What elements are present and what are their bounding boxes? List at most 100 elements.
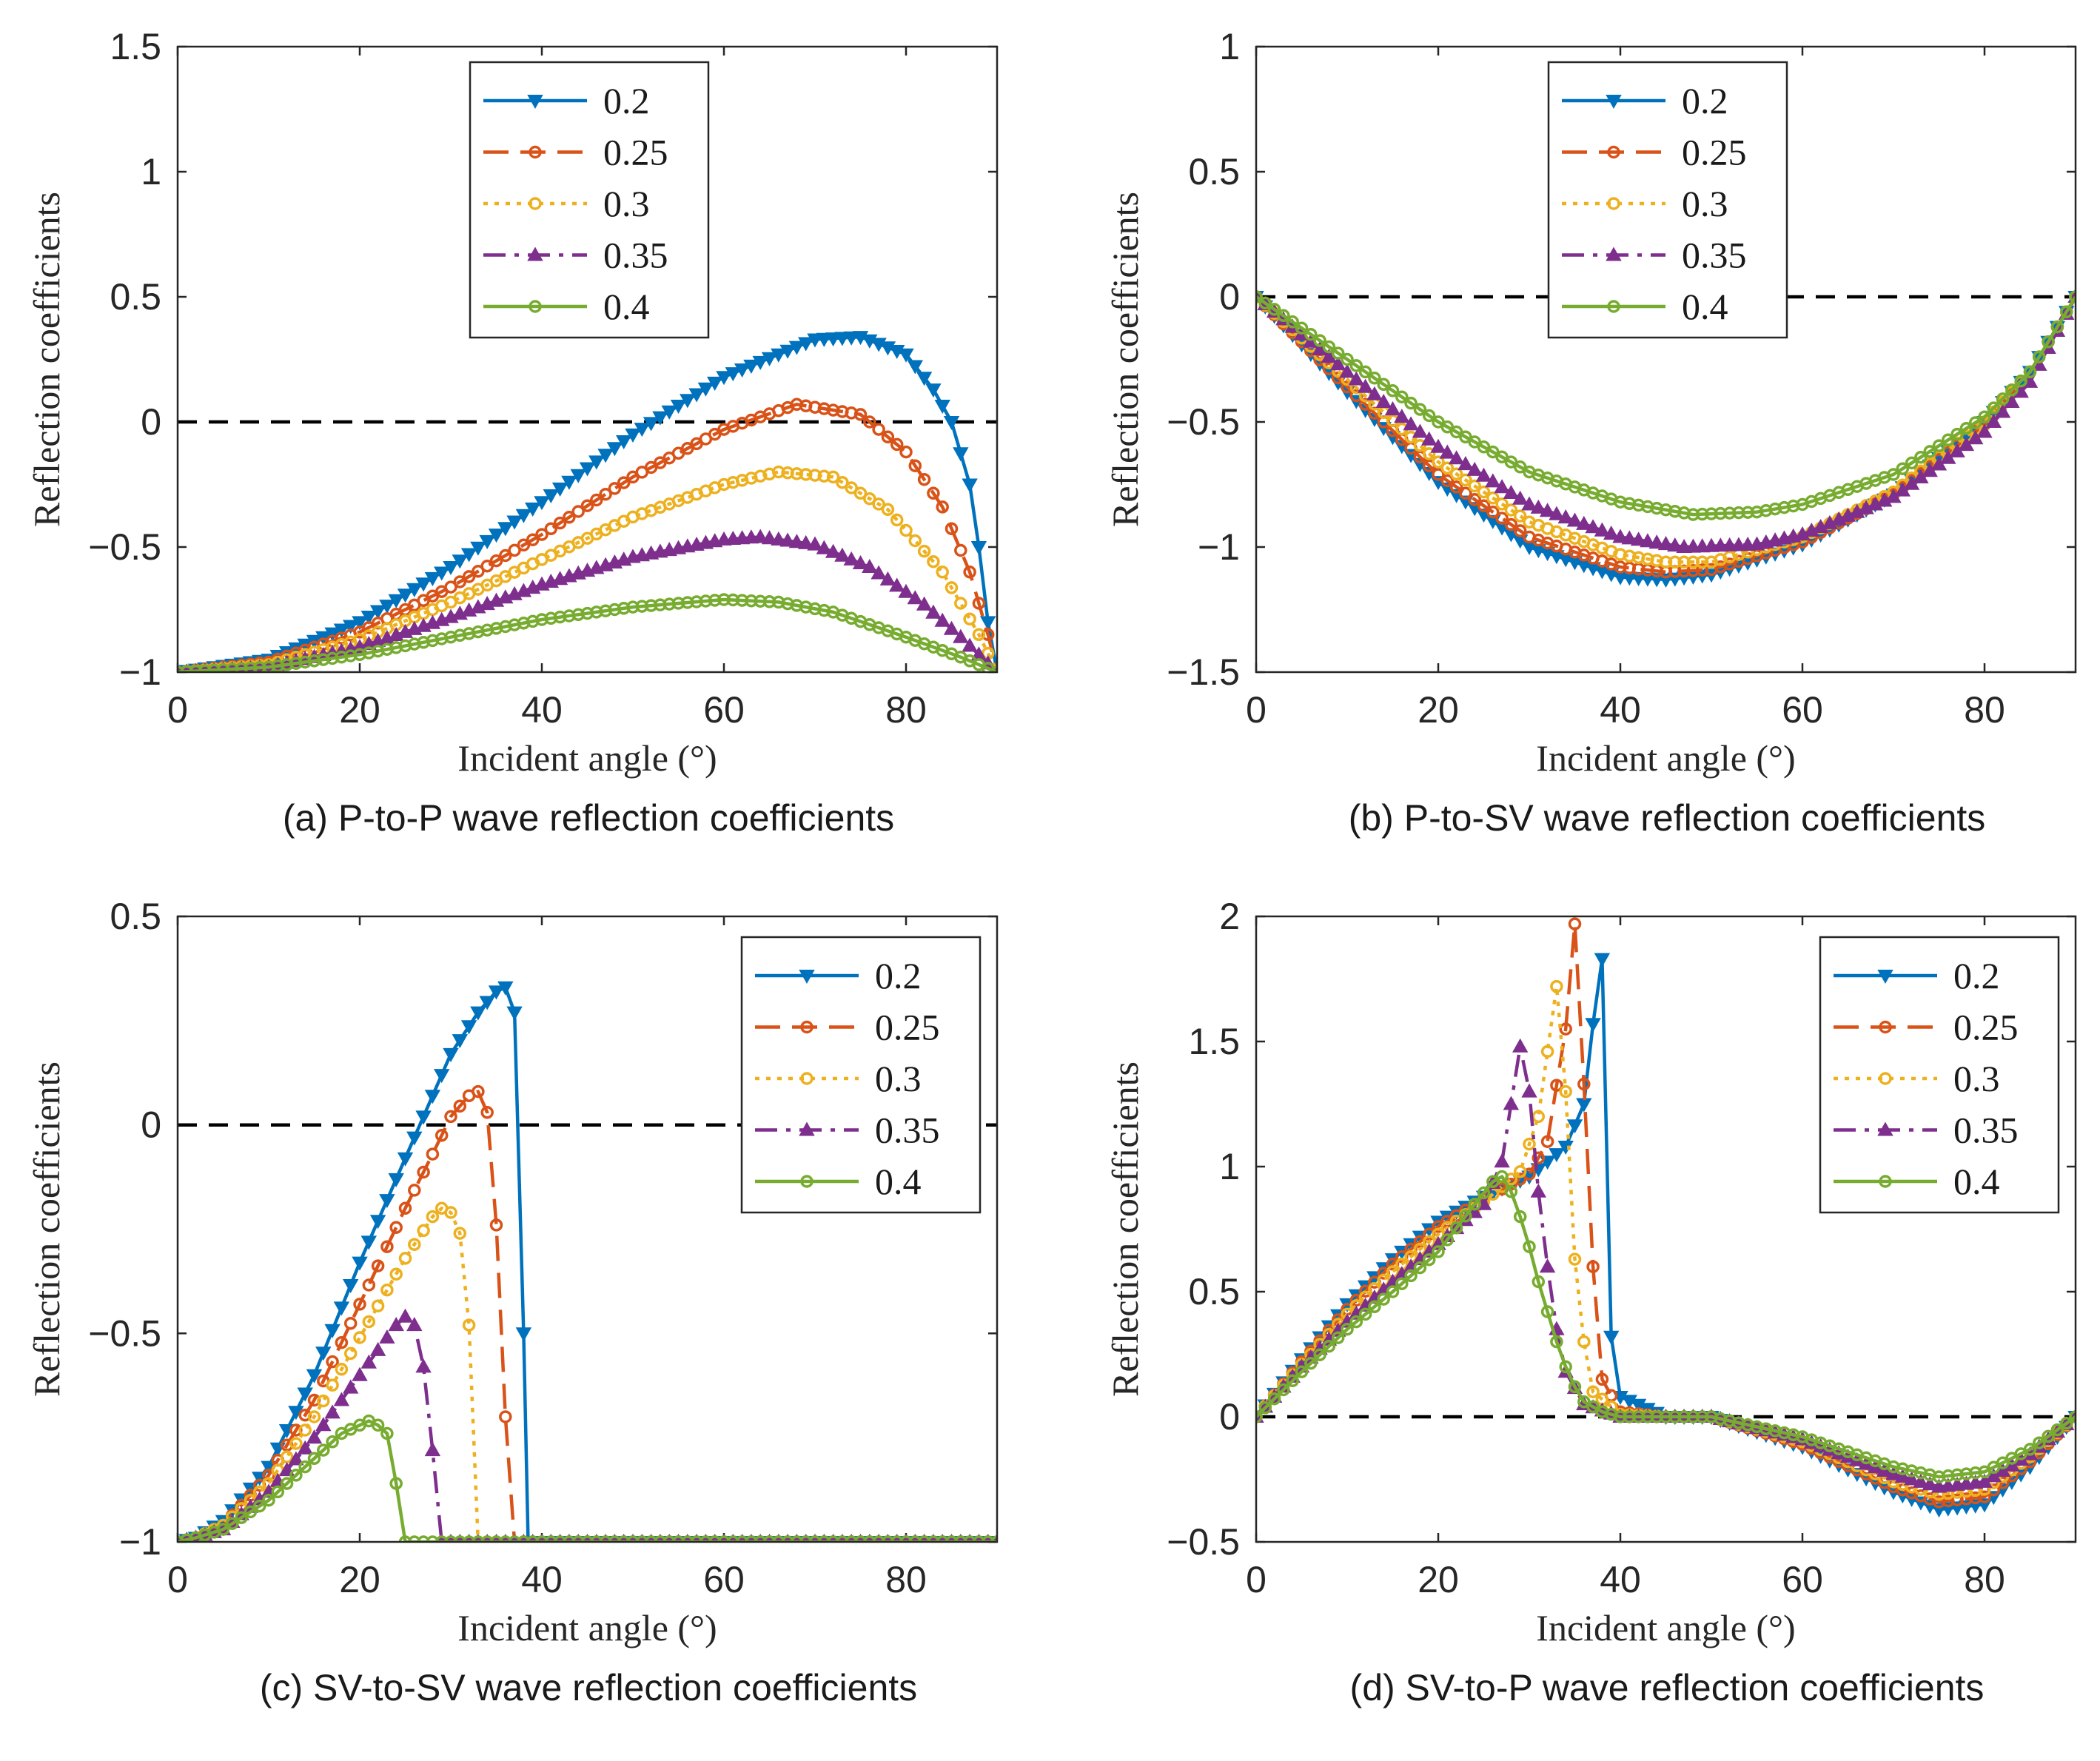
series-point-0.25 <box>472 1084 485 1098</box>
series-point-0.4 <box>872 1535 885 1542</box>
series-point-0.4 <box>2050 320 2064 334</box>
series-point-0.2 <box>342 620 359 634</box>
series-point-0.3 <box>1459 473 1472 487</box>
legend-label: 0.2 <box>1953 955 2000 996</box>
legend-marker-0.3 <box>800 1072 814 1085</box>
series-point-0.3 <box>881 503 895 517</box>
legend-marker-0.4 <box>1607 300 1620 313</box>
axes-box <box>1255 915 2077 1543</box>
series-point-0.3 <box>945 581 959 594</box>
series-line-0.3 <box>178 1207 997 1542</box>
series-point-0.35 <box>306 1429 323 1444</box>
x-tick-label: 0 <box>167 1559 188 1600</box>
series-point-0.35 <box>415 1358 432 1373</box>
series-point-0.35 <box>1539 503 1556 517</box>
series-point-0.2 <box>324 1324 341 1338</box>
series-point-0.2 <box>470 541 486 556</box>
series-point-0.4 <box>1959 422 1973 435</box>
series-point-0.25 <box>453 1099 467 1113</box>
series-point-0.2 <box>1585 1018 1601 1033</box>
series-point-0.4 <box>1313 1348 1326 1361</box>
series-point-0.2 <box>315 1346 332 1361</box>
series-point-0.3 <box>1477 485 1491 499</box>
legend-marker-0.25 <box>1607 145 1620 159</box>
series-point-0.25 <box>1495 511 1509 525</box>
series-point-0.25 <box>590 493 603 507</box>
series-point-0.4 <box>799 1535 813 1542</box>
series-point-0.35 <box>360 1354 378 1369</box>
series-point-0.2 <box>424 571 441 586</box>
series-point-0.2 <box>1566 1119 1583 1134</box>
y-tick-label: 0 <box>1219 1396 1240 1438</box>
series-point-0.35 <box>424 1442 441 1457</box>
series-point-0.2 <box>497 522 514 537</box>
legend-marker-0.2 <box>527 95 543 110</box>
series-point-0.4 <box>654 1535 667 1542</box>
series-point-0.3 <box>972 628 986 642</box>
series-point-0.4 <box>317 1443 330 1457</box>
series-point-0.35 <box>862 558 878 573</box>
series-point-0.25 <box>863 415 876 429</box>
x-tick-label: 40 <box>1600 689 1641 731</box>
series-point-0.4 <box>252 1499 266 1513</box>
series-point-0.35 <box>788 534 805 549</box>
legend-label: 0.25 <box>1953 1007 2019 1048</box>
series-point-0.3 <box>417 1224 430 1238</box>
series-point-0.25 <box>927 486 940 500</box>
legend-label: 0.35 <box>875 1110 940 1151</box>
x-tick-label: 80 <box>885 1559 927 1600</box>
series-point-0.4 <box>499 1535 512 1542</box>
series-point-0.35 <box>962 637 978 652</box>
series-point-0.35 <box>342 1379 359 1394</box>
series-point-0.2 <box>779 344 796 359</box>
series-point-0.2 <box>561 475 577 490</box>
series-point-0.4 <box>2033 350 2046 363</box>
series-point-0.3 <box>1523 1137 1536 1151</box>
legend-box <box>1547 61 1788 339</box>
series-point-0.2 <box>543 489 560 504</box>
series-point-0.35 <box>297 1440 313 1455</box>
series-point-0.4 <box>472 1535 485 1542</box>
series-point-0.4 <box>1504 1185 1518 1198</box>
series-point-0.4 <box>963 1535 976 1542</box>
series-point-0.2 <box>333 623 350 638</box>
series-point-0.4 <box>2023 1443 2037 1456</box>
series-point-0.4 <box>836 1535 849 1542</box>
series-point-0.4 <box>244 1505 258 1519</box>
series-point-0.4 <box>936 1535 949 1542</box>
series-point-0.4 <box>1422 409 1436 423</box>
series-point-0.2 <box>907 360 924 375</box>
series-point-0.2 <box>443 1047 459 1062</box>
series-point-0.4 <box>1568 1380 1582 1394</box>
series-point-0.2 <box>979 616 996 631</box>
series-point-0.4 <box>690 1535 703 1542</box>
series-point-0.4 <box>1932 439 1946 452</box>
series-point-0.25 <box>945 522 959 535</box>
series-point-0.35 <box>1648 534 1665 549</box>
series-point-0.25 <box>371 1259 385 1272</box>
series-point-0.2 <box>970 541 987 556</box>
series-point-0.25 <box>1459 486 1472 500</box>
series-point-0.35 <box>1494 1153 1510 1168</box>
series-point-0.2 <box>352 1256 368 1271</box>
y-tick-label: 0 <box>1219 276 1240 318</box>
series-point-0.3 <box>1504 503 1518 517</box>
series-point-0.3 <box>1513 509 1527 523</box>
series-point-0.35 <box>1994 403 2011 418</box>
series-point-0.35 <box>1594 522 1611 537</box>
series-point-0.25 <box>480 559 494 573</box>
series-point-0.4 <box>2023 365 2037 379</box>
series-point-0.2 <box>452 1034 469 1049</box>
series-point-0.25 <box>326 1355 339 1369</box>
legend-box <box>469 61 710 339</box>
series-point-0.3 <box>307 1410 321 1423</box>
x-tick-label: 40 <box>521 689 563 731</box>
series-point-0.2 <box>570 469 586 483</box>
series-point-0.25 <box>1577 1077 1591 1091</box>
series-point-0.35 <box>1394 409 1410 423</box>
series-point-0.4 <box>1968 416 1982 429</box>
series-point-0.3 <box>1468 479 1481 493</box>
series-point-0.25 <box>1559 1022 1572 1036</box>
series-point-0.4 <box>1304 1356 1318 1370</box>
series-point-0.35 <box>1585 519 1601 534</box>
